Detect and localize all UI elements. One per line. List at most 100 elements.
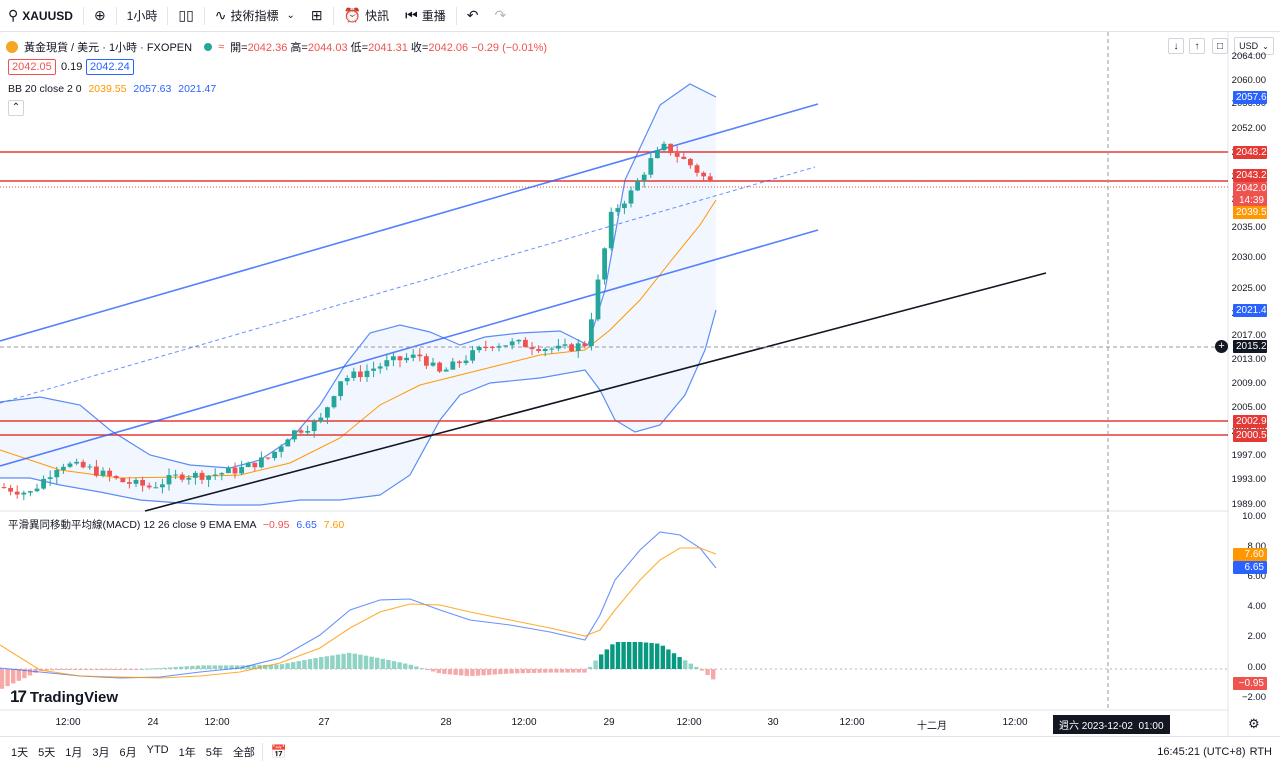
macd-histogram-bar — [84, 669, 88, 670]
collapse-legend-button[interactable]: ⌃ — [8, 100, 24, 116]
time-axis-label: 12:00 — [511, 717, 536, 728]
macd-histogram-bar — [73, 669, 77, 670]
candle-body — [483, 347, 488, 348]
macd-histogram-bar — [106, 669, 110, 670]
time-axis-label: 30 — [767, 717, 778, 728]
move-up-button[interactable]: ↑ — [1189, 38, 1205, 54]
bb-legend[interactable]: BB 20 close 2 0 2039.55 2057.63 2021.47 — [8, 83, 216, 95]
candle-body — [246, 463, 251, 467]
macd-histogram-bar — [521, 669, 525, 673]
alert-button[interactable]: ⏰ 快訊 — [336, 0, 397, 32]
divider — [167, 7, 168, 25]
candle-body — [266, 457, 271, 458]
undo-button[interactable]: ↶ — [459, 0, 487, 32]
macd-histogram-bar — [364, 656, 368, 669]
macd-legend[interactable]: 平滑異同移動平均線(MACD) 12 26 close 9 EMA EMA −0… — [8, 517, 344, 532]
candle-body — [701, 173, 706, 177]
macd-histogram-bar — [375, 658, 379, 669]
macd-histogram-bar — [302, 660, 306, 669]
date-range-icon[interactable]: 📅 — [271, 744, 287, 760]
range-button[interactable]: 1月 — [60, 744, 87, 760]
low-value: 2041.31 — [368, 42, 408, 54]
candle-body — [147, 486, 152, 488]
symbol-label: XAUUSD — [22, 9, 73, 23]
candle-body — [556, 346, 561, 349]
candle-body — [444, 370, 449, 372]
clock-label[interactable]: 16:45:21 (UTC+8) — [1157, 746, 1245, 758]
candle-body — [68, 464, 73, 467]
macd-histogram-bar — [644, 643, 648, 669]
bottom-toolbar: 1天 5天 1月 3月 6月 YTD 1年 5年 全部 📅 16:45:21 (UTC+8) R… — [0, 736, 1280, 766]
macd-histogram-bar — [476, 669, 480, 676]
macd-histogram-bar — [610, 644, 614, 669]
chart-settings-button[interactable]: ⚙ — [1248, 716, 1260, 732]
bb-upper-tag: 2057.63 — [1233, 91, 1267, 104]
currency-label: USD — [1239, 41, 1258, 51]
support-tag-1: 2002.99 — [1233, 415, 1267, 428]
candle-body — [391, 356, 396, 360]
bb-lower-tag: 2021.47 — [1233, 304, 1267, 317]
range-button[interactable]: 6月 — [115, 744, 142, 760]
range-button[interactable]: 3月 — [87, 744, 114, 760]
macd-histogram-bar — [515, 669, 519, 673]
time-axis-label: 24 — [147, 717, 158, 728]
price-chart[interactable] — [0, 32, 1280, 736]
candle-body — [384, 360, 389, 366]
crosshair-add-button[interactable]: + — [1215, 340, 1228, 353]
candle-body — [153, 487, 158, 488]
macd-histogram-bar — [168, 667, 172, 669]
time-axis-label: 12:00 — [1002, 717, 1027, 728]
candle-body — [180, 475, 185, 480]
maximize-pane-button[interactable]: □ — [1212, 38, 1228, 54]
macd-histogram-bar — [448, 669, 452, 674]
time-axis-label: 12:00 — [204, 717, 229, 728]
candle-body — [167, 475, 172, 484]
symbol-search[interactable]: ⚲ XAUUSD — [0, 0, 81, 32]
templates-button[interactable]: ⊞ — [303, 0, 331, 32]
session-label[interactable]: RTH — [1250, 746, 1272, 758]
range-button[interactable]: 1天 — [6, 744, 33, 760]
candle-body — [549, 349, 554, 350]
trend-line[interactable] — [145, 273, 1046, 511]
candle-body — [530, 347, 535, 349]
range-button[interactable]: 1年 — [174, 744, 201, 760]
top-toolbar: ⚲ XAUUSD ⊕ 1小時 ▯▯ ∿ 技術指標 ⌄ ⊞ ⏰ 快訊 ⏮ 重播 ↶… — [0, 0, 1280, 32]
buy-price-button[interactable]: 2042.24 — [86, 59, 134, 75]
range-button[interactable]: 5年 — [201, 744, 228, 760]
range-button[interactable]: 5天 — [33, 744, 60, 760]
move-down-button[interactable]: ↓ — [1168, 38, 1184, 54]
alert-label: 快訊 — [365, 7, 389, 24]
price-axis-label: 2009.00 — [1232, 378, 1266, 389]
interval-button[interactable]: 1小時 — [119, 0, 166, 32]
chart-type-button[interactable]: ▯▯ — [170, 0, 201, 32]
macd-histogram-bar — [347, 653, 351, 669]
search-icon: ⚲ — [8, 7, 18, 24]
redo-button[interactable]: ↷ — [486, 0, 514, 32]
macd-histogram-bar — [353, 654, 357, 669]
candle-body — [536, 349, 541, 351]
indicators-button[interactable]: ∿ 技術指標 ⌄ — [207, 0, 303, 32]
candle-body — [431, 363, 436, 366]
candle-body — [596, 280, 601, 320]
macd-histogram-bar — [224, 665, 228, 669]
macd-histogram-bar — [95, 669, 99, 670]
range-button[interactable]: YTD — [142, 744, 174, 760]
price-axis-label: 1993.00 — [1232, 474, 1266, 485]
compare-button[interactable]: ⊕ — [86, 0, 114, 32]
candle-body — [87, 467, 92, 468]
candle-body — [708, 176, 713, 181]
open-value: 2042.36 — [248, 42, 288, 54]
candle-body — [21, 493, 26, 495]
replay-button[interactable]: ⏮ 重播 — [397, 0, 454, 32]
sell-price-button[interactable]: 2042.05 — [8, 59, 56, 75]
plus-icon: + — [1218, 340, 1224, 352]
range-button[interactable]: 全部 — [228, 744, 260, 760]
candle-body — [450, 362, 455, 370]
candle-body — [140, 480, 145, 486]
macd-hist-tag: −0.95 — [1233, 677, 1267, 690]
candle-body — [457, 362, 462, 364]
macd-histogram-bar — [437, 669, 441, 673]
divider — [83, 7, 84, 25]
legend-title[interactable]: 黃金現貨 / 美元 · 1小時 · FXOPEN — [24, 39, 192, 55]
macd-signal-tag: 7.60 — [1233, 548, 1267, 561]
